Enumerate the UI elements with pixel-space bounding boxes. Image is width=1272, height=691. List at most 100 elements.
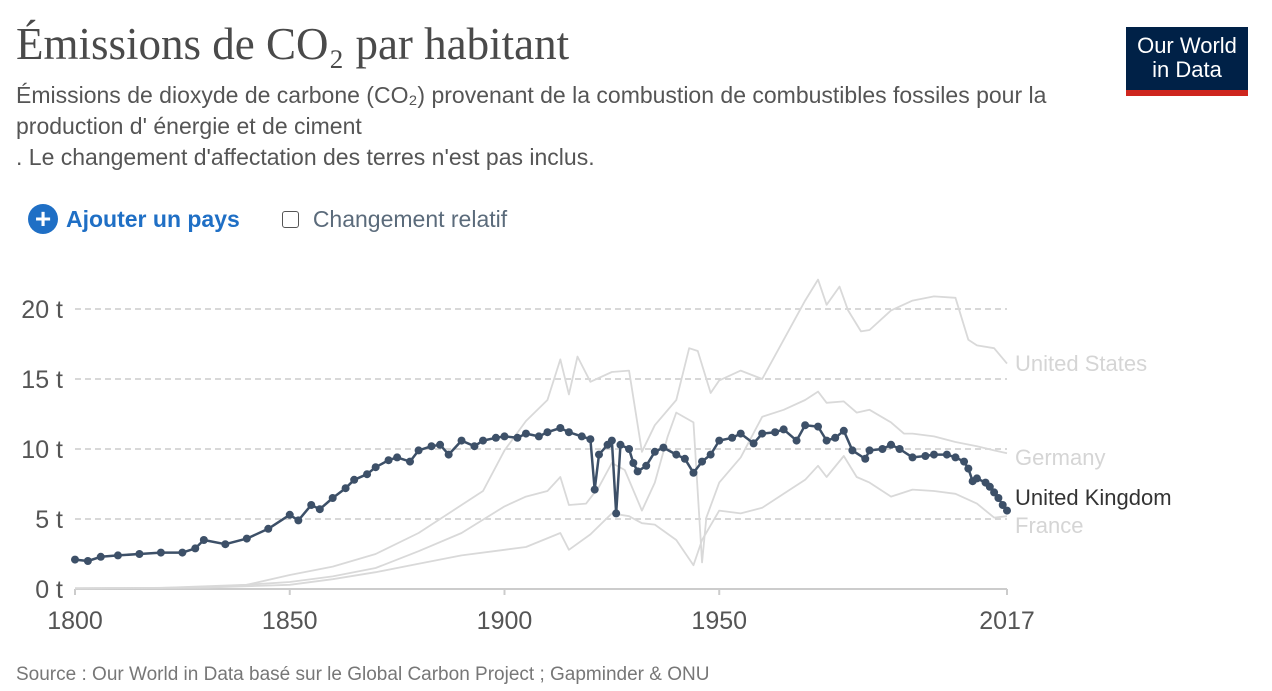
data-point-united-kingdom	[491, 433, 500, 442]
data-point-united-kingdom	[792, 436, 801, 445]
data-point-united-kingdom	[156, 548, 165, 557]
data-point-united-kingdom	[71, 555, 79, 564]
data-point-united-kingdom	[771, 428, 780, 437]
data-point-united-kingdom	[612, 509, 621, 518]
x-tick-label: 1800	[47, 607, 103, 635]
data-point-united-kingdom	[500, 432, 509, 441]
source-note: Source : Our World in Data basé sur le G…	[16, 664, 710, 685]
data-point-united-kingdom	[607, 436, 616, 445]
x-tick-label: 1850	[262, 607, 318, 635]
series-line-united-states	[74, 278, 1008, 590]
data-point-united-kingdom	[887, 440, 896, 449]
data-point-united-kingdom	[457, 436, 466, 445]
data-point-united-kingdom	[878, 445, 887, 453]
data-point-united-kingdom	[406, 457, 415, 466]
data-point-united-kingdom	[328, 494, 337, 502]
page-title: Émissions de CO₂ par habitant	[16, 19, 570, 69]
data-point-united-kingdom	[191, 544, 200, 553]
data-point-united-kingdom	[822, 436, 831, 445]
data-point-united-kingdom	[659, 443, 668, 452]
data-point-united-kingdom	[470, 442, 479, 451]
data-point-united-kingdom	[264, 524, 273, 533]
data-point-united-kingdom	[629, 459, 638, 467]
data-point-united-kingdom	[839, 426, 848, 435]
data-point-united-kingdom	[556, 424, 565, 432]
data-point-united-kingdom	[543, 428, 552, 437]
data-point-united-kingdom	[689, 468, 698, 477]
series-line-france	[74, 455, 1008, 590]
plus-circle-icon: +	[28, 204, 58, 234]
data-point-united-kingdom	[294, 516, 303, 525]
x-tick-label: 1900	[477, 607, 533, 635]
data-point-united-kingdom	[285, 510, 294, 519]
data-point-united-kingdom	[242, 534, 251, 543]
data-point-united-kingdom	[672, 450, 681, 459]
data-point-united-kingdom	[801, 421, 810, 430]
data-point-united-kingdom	[831, 433, 840, 442]
data-point-united-kingdom	[994, 494, 1003, 502]
subtitle-line: Émissions de dioxyde de carbone (CO₂) pr…	[16, 82, 1047, 108]
data-point-united-kingdom	[736, 429, 745, 438]
data-point-united-kingdom	[642, 461, 651, 470]
data-point-united-kingdom	[521, 429, 530, 438]
relative-change-toggle[interactable]: Changement relatif	[281, 205, 508, 233]
y-tick-label: 15 t	[21, 366, 63, 394]
data-point-united-kingdom	[436, 440, 445, 449]
checkbox[interactable]	[281, 210, 299, 228]
data-point-united-kingdom	[814, 422, 823, 431]
data-point-united-kingdom	[861, 454, 870, 463]
data-point-united-kingdom	[577, 432, 586, 441]
logo-text: in Data	[1152, 57, 1222, 82]
data-point-united-kingdom	[363, 470, 372, 479]
data-point-united-kingdom	[929, 450, 938, 459]
data-point-united-kingdom	[998, 501, 1007, 509]
data-point-united-kingdom	[83, 557, 92, 565]
data-point-united-kingdom	[942, 450, 951, 459]
data-point-united-kingdom	[590, 485, 599, 494]
data-point-united-kingdom	[221, 540, 230, 549]
data-point-united-kingdom	[758, 429, 767, 438]
chart-controls: + Ajouter un pays Changement relatif	[28, 204, 507, 234]
subtitle: Émissions de dioxyde de carbone (CO₂) pr…	[16, 80, 1126, 173]
data-point-united-kingdom	[908, 453, 917, 462]
data-point-united-kingdom	[594, 450, 603, 459]
owid-logo[interactable]: Our World in Data	[1126, 27, 1248, 96]
y-tick-label: 10 t	[21, 436, 63, 464]
data-point-united-kingdom	[371, 463, 380, 472]
data-point-united-kingdom	[341, 484, 350, 493]
data-point-united-kingdom	[1003, 506, 1011, 515]
data-point-united-kingdom	[972, 474, 981, 483]
data-point-united-kingdom	[427, 442, 436, 451]
relative-change-label: Changement relatif	[312, 205, 508, 232]
data-point-united-kingdom	[865, 446, 874, 455]
x-tick-label: 1950	[691, 607, 747, 635]
data-point-united-kingdom	[479, 436, 488, 445]
data-point-united-kingdom	[715, 436, 724, 445]
data-point-united-kingdom	[706, 450, 715, 459]
x-tick-label: 2017	[979, 607, 1035, 635]
series-label-united-kingdom: United Kingdom	[1015, 485, 1172, 510]
y-tick-label: 20 t	[21, 296, 63, 324]
series-label-germany: Germany	[1015, 445, 1105, 470]
data-point-united-kingdom	[113, 551, 122, 560]
data-point-united-kingdom	[307, 501, 316, 509]
data-point-united-kingdom	[199, 536, 208, 544]
y-tick-label: 0 t	[35, 576, 63, 604]
subtitle-line: . Le changement d'affectation des terres…	[16, 144, 595, 170]
add-country-button[interactable]: + Ajouter un pays	[28, 204, 240, 234]
data-point-united-kingdom	[960, 457, 969, 466]
data-point-united-kingdom	[444, 450, 453, 459]
data-point-united-kingdom	[513, 433, 522, 442]
data-point-united-kingdom	[728, 433, 737, 442]
data-point-united-kingdom	[895, 445, 904, 453]
data-point-united-kingdom	[951, 453, 960, 462]
subtitle-line: production d' énergie et de ciment	[16, 113, 362, 139]
data-point-united-kingdom	[564, 428, 573, 437]
data-point-united-kingdom	[848, 446, 857, 455]
series-label-united-states: United States	[1015, 351, 1147, 376]
logo-text: Our World	[1137, 33, 1237, 58]
series-line-germany	[74, 390, 1008, 590]
data-point-united-kingdom	[178, 548, 187, 557]
data-point-united-kingdom	[393, 453, 402, 462]
data-point-united-kingdom	[921, 452, 930, 460]
